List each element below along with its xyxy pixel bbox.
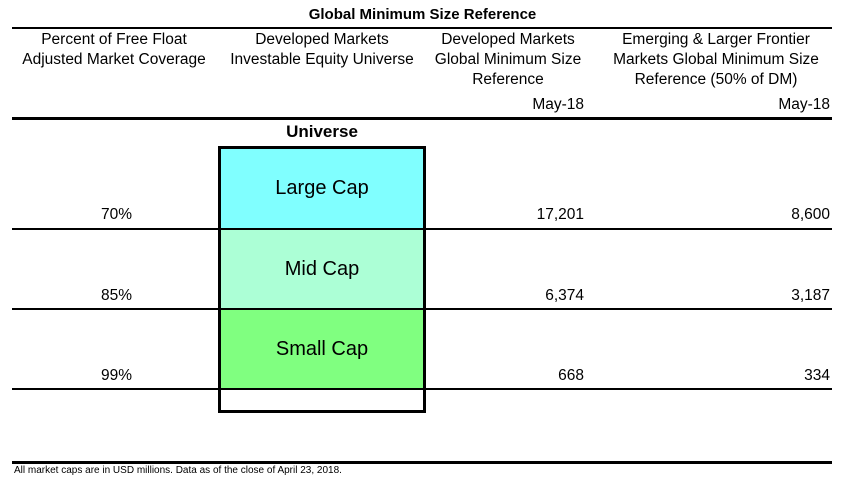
coverage-mid: 85% xyxy=(100,287,132,304)
em-size-mid: 3,187 xyxy=(791,287,830,304)
coverage-small: 99% xyxy=(100,367,132,384)
row-rule-mid xyxy=(12,308,832,310)
header-rule xyxy=(12,117,832,120)
header-dm-universe: Developed Markets Investable Equity Univ… xyxy=(230,31,414,68)
segment-mid-cap: Mid Cap xyxy=(218,230,426,310)
row-rule-large xyxy=(12,228,832,230)
header-coverage: Percent of Free Float Adjusted Market Co… xyxy=(22,31,206,68)
em-size-large: 8,600 xyxy=(791,206,830,223)
header-dm-min-size: Developed Markets Global Minimum Size Re… xyxy=(434,31,582,88)
coverage-large: 70% xyxy=(100,206,132,223)
em-date: May-18 xyxy=(778,96,830,113)
footer-rule xyxy=(12,461,832,464)
table-title: Global Minimum Size Reference xyxy=(308,6,537,23)
footnote: All market caps are in USD millions. Dat… xyxy=(14,465,342,476)
dm-size-large: 17,201 xyxy=(536,206,584,223)
dm-date: May-18 xyxy=(532,96,584,113)
title-rule xyxy=(12,27,832,29)
header-em-min-size: Emerging & Larger Frontier Markets Globa… xyxy=(613,31,819,88)
em-size-small: 334 xyxy=(804,367,830,384)
segment-empty xyxy=(218,390,426,413)
row-rule-small xyxy=(12,388,832,390)
dm-size-small: 668 xyxy=(558,367,584,384)
segment-large-cap: Large Cap xyxy=(218,146,426,230)
segment-small-cap: Small Cap xyxy=(218,310,426,390)
universe-label: Universe xyxy=(286,122,358,141)
dm-size-mid: 6,374 xyxy=(545,287,584,304)
